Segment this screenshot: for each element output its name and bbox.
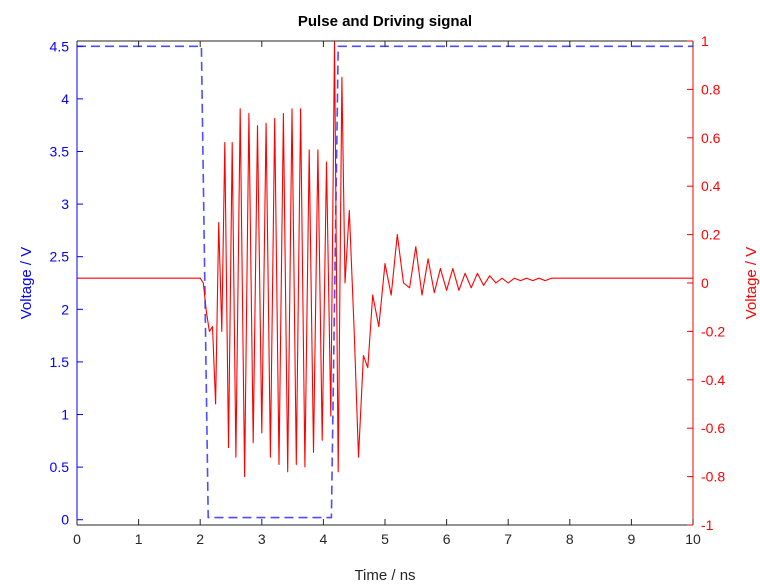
- y-axis-label-left: Voltage / V: [18, 247, 35, 320]
- x-tick-label: 1: [135, 531, 143, 547]
- y-tick-label-right: 0: [701, 275, 709, 291]
- y-tick-label-right: 0.2: [701, 227, 721, 243]
- y-tick-label-right: -0.2: [701, 323, 725, 339]
- y-tick-label-right: -0.8: [701, 469, 725, 485]
- y-tick-label-left: 0: [61, 512, 69, 528]
- x-tick-label: 0: [73, 531, 81, 547]
- x-tick-label: 10: [685, 531, 701, 547]
- y-tick-label-left: 1: [61, 407, 69, 423]
- y-axis-label-right: Voltage / V: [743, 247, 760, 320]
- y-tick-label-left: 1.5: [50, 354, 70, 370]
- y-tick-label-left: 2.5: [50, 249, 70, 265]
- y-tick-label-right: -0.6: [701, 420, 725, 436]
- x-tick-label: 8: [566, 531, 574, 547]
- y-tick-label-left: 4.5: [50, 38, 70, 54]
- y-tick-label-left: 0.5: [50, 459, 70, 475]
- x-tick-label: 2: [196, 531, 204, 547]
- y-tick-label-right: 1: [701, 33, 709, 49]
- x-tick-label: 7: [504, 531, 512, 547]
- y-tick-label-right: 0.6: [701, 130, 721, 146]
- axes-layer: 0 1 2 3 4 5 6 7 8 9 1000.511.522.533.544.5-1-0.8-0…: [50, 33, 726, 547]
- y-tick-label-left: 4: [61, 91, 69, 107]
- y-tick-label-right: 0.4: [701, 178, 721, 194]
- chart-title: Pulse and Driving signal: [298, 13, 472, 30]
- series-layer: [77, 40, 693, 519]
- plot-background: [77, 41, 693, 525]
- x-tick-label: 6: [443, 531, 451, 547]
- y-tick-label-left: 2: [61, 301, 69, 317]
- x-tick-label: 9: [628, 531, 636, 547]
- y-tick-label-right: -0.4: [701, 372, 725, 388]
- y-tick-label-right: 0.8: [701, 81, 721, 97]
- pulse-series-line: [77, 45, 693, 519]
- driving-series-line: [77, 40, 693, 478]
- x-tick-label: 5: [381, 531, 389, 547]
- y-tick-label-left: 3.5: [50, 143, 70, 159]
- y-tick-label-left: 3: [61, 196, 69, 212]
- x-tick-label: 4: [320, 531, 328, 547]
- x-axis-label: Time / ns: [354, 567, 415, 584]
- x-tick-label: 3: [258, 531, 266, 547]
- y-tick-label-right: -1: [701, 517, 714, 533]
- plot-area: [77, 41, 693, 525]
